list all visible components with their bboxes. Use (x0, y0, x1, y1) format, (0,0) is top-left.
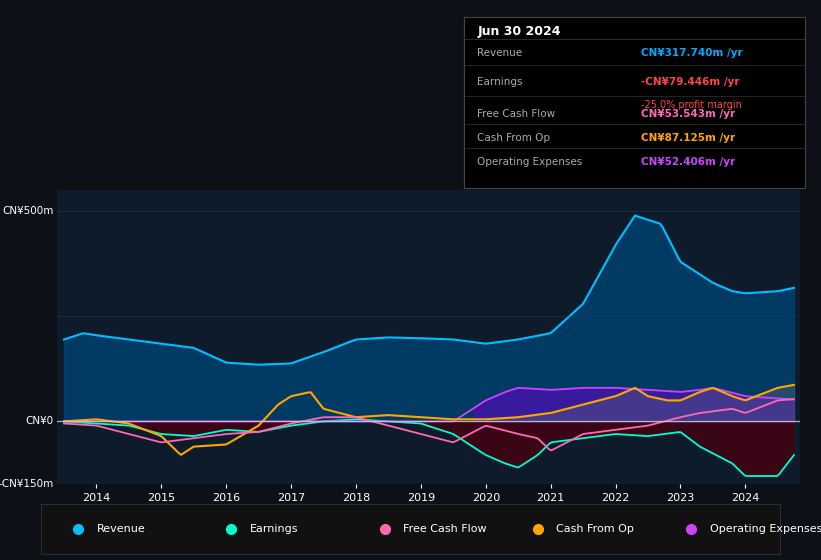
Text: Cash From Op: Cash From Op (478, 133, 551, 143)
Text: Revenue: Revenue (97, 524, 145, 534)
Text: CN¥500m: CN¥500m (2, 207, 53, 216)
Text: -CN¥79.446m /yr: -CN¥79.446m /yr (641, 77, 740, 87)
Text: CN¥53.543m /yr: CN¥53.543m /yr (641, 109, 735, 119)
Text: -25.0% profit margin: -25.0% profit margin (641, 100, 742, 110)
Text: CN¥87.125m /yr: CN¥87.125m /yr (641, 133, 735, 143)
Text: Free Cash Flow: Free Cash Flow (403, 524, 487, 534)
Text: Earnings: Earnings (250, 524, 298, 534)
Text: CN¥0: CN¥0 (25, 417, 53, 426)
Text: Operating Expenses: Operating Expenses (709, 524, 821, 534)
Text: CN¥317.740m /yr: CN¥317.740m /yr (641, 48, 743, 58)
Text: Revenue: Revenue (478, 48, 523, 58)
Text: -CN¥150m: -CN¥150m (0, 479, 53, 489)
Text: Free Cash Flow: Free Cash Flow (478, 109, 556, 119)
Text: Earnings: Earnings (478, 77, 523, 87)
Text: Operating Expenses: Operating Expenses (478, 157, 583, 167)
Text: Cash From Op: Cash From Op (557, 524, 635, 534)
Text: CN¥52.406m /yr: CN¥52.406m /yr (641, 157, 735, 167)
Text: Jun 30 2024: Jun 30 2024 (478, 25, 561, 38)
